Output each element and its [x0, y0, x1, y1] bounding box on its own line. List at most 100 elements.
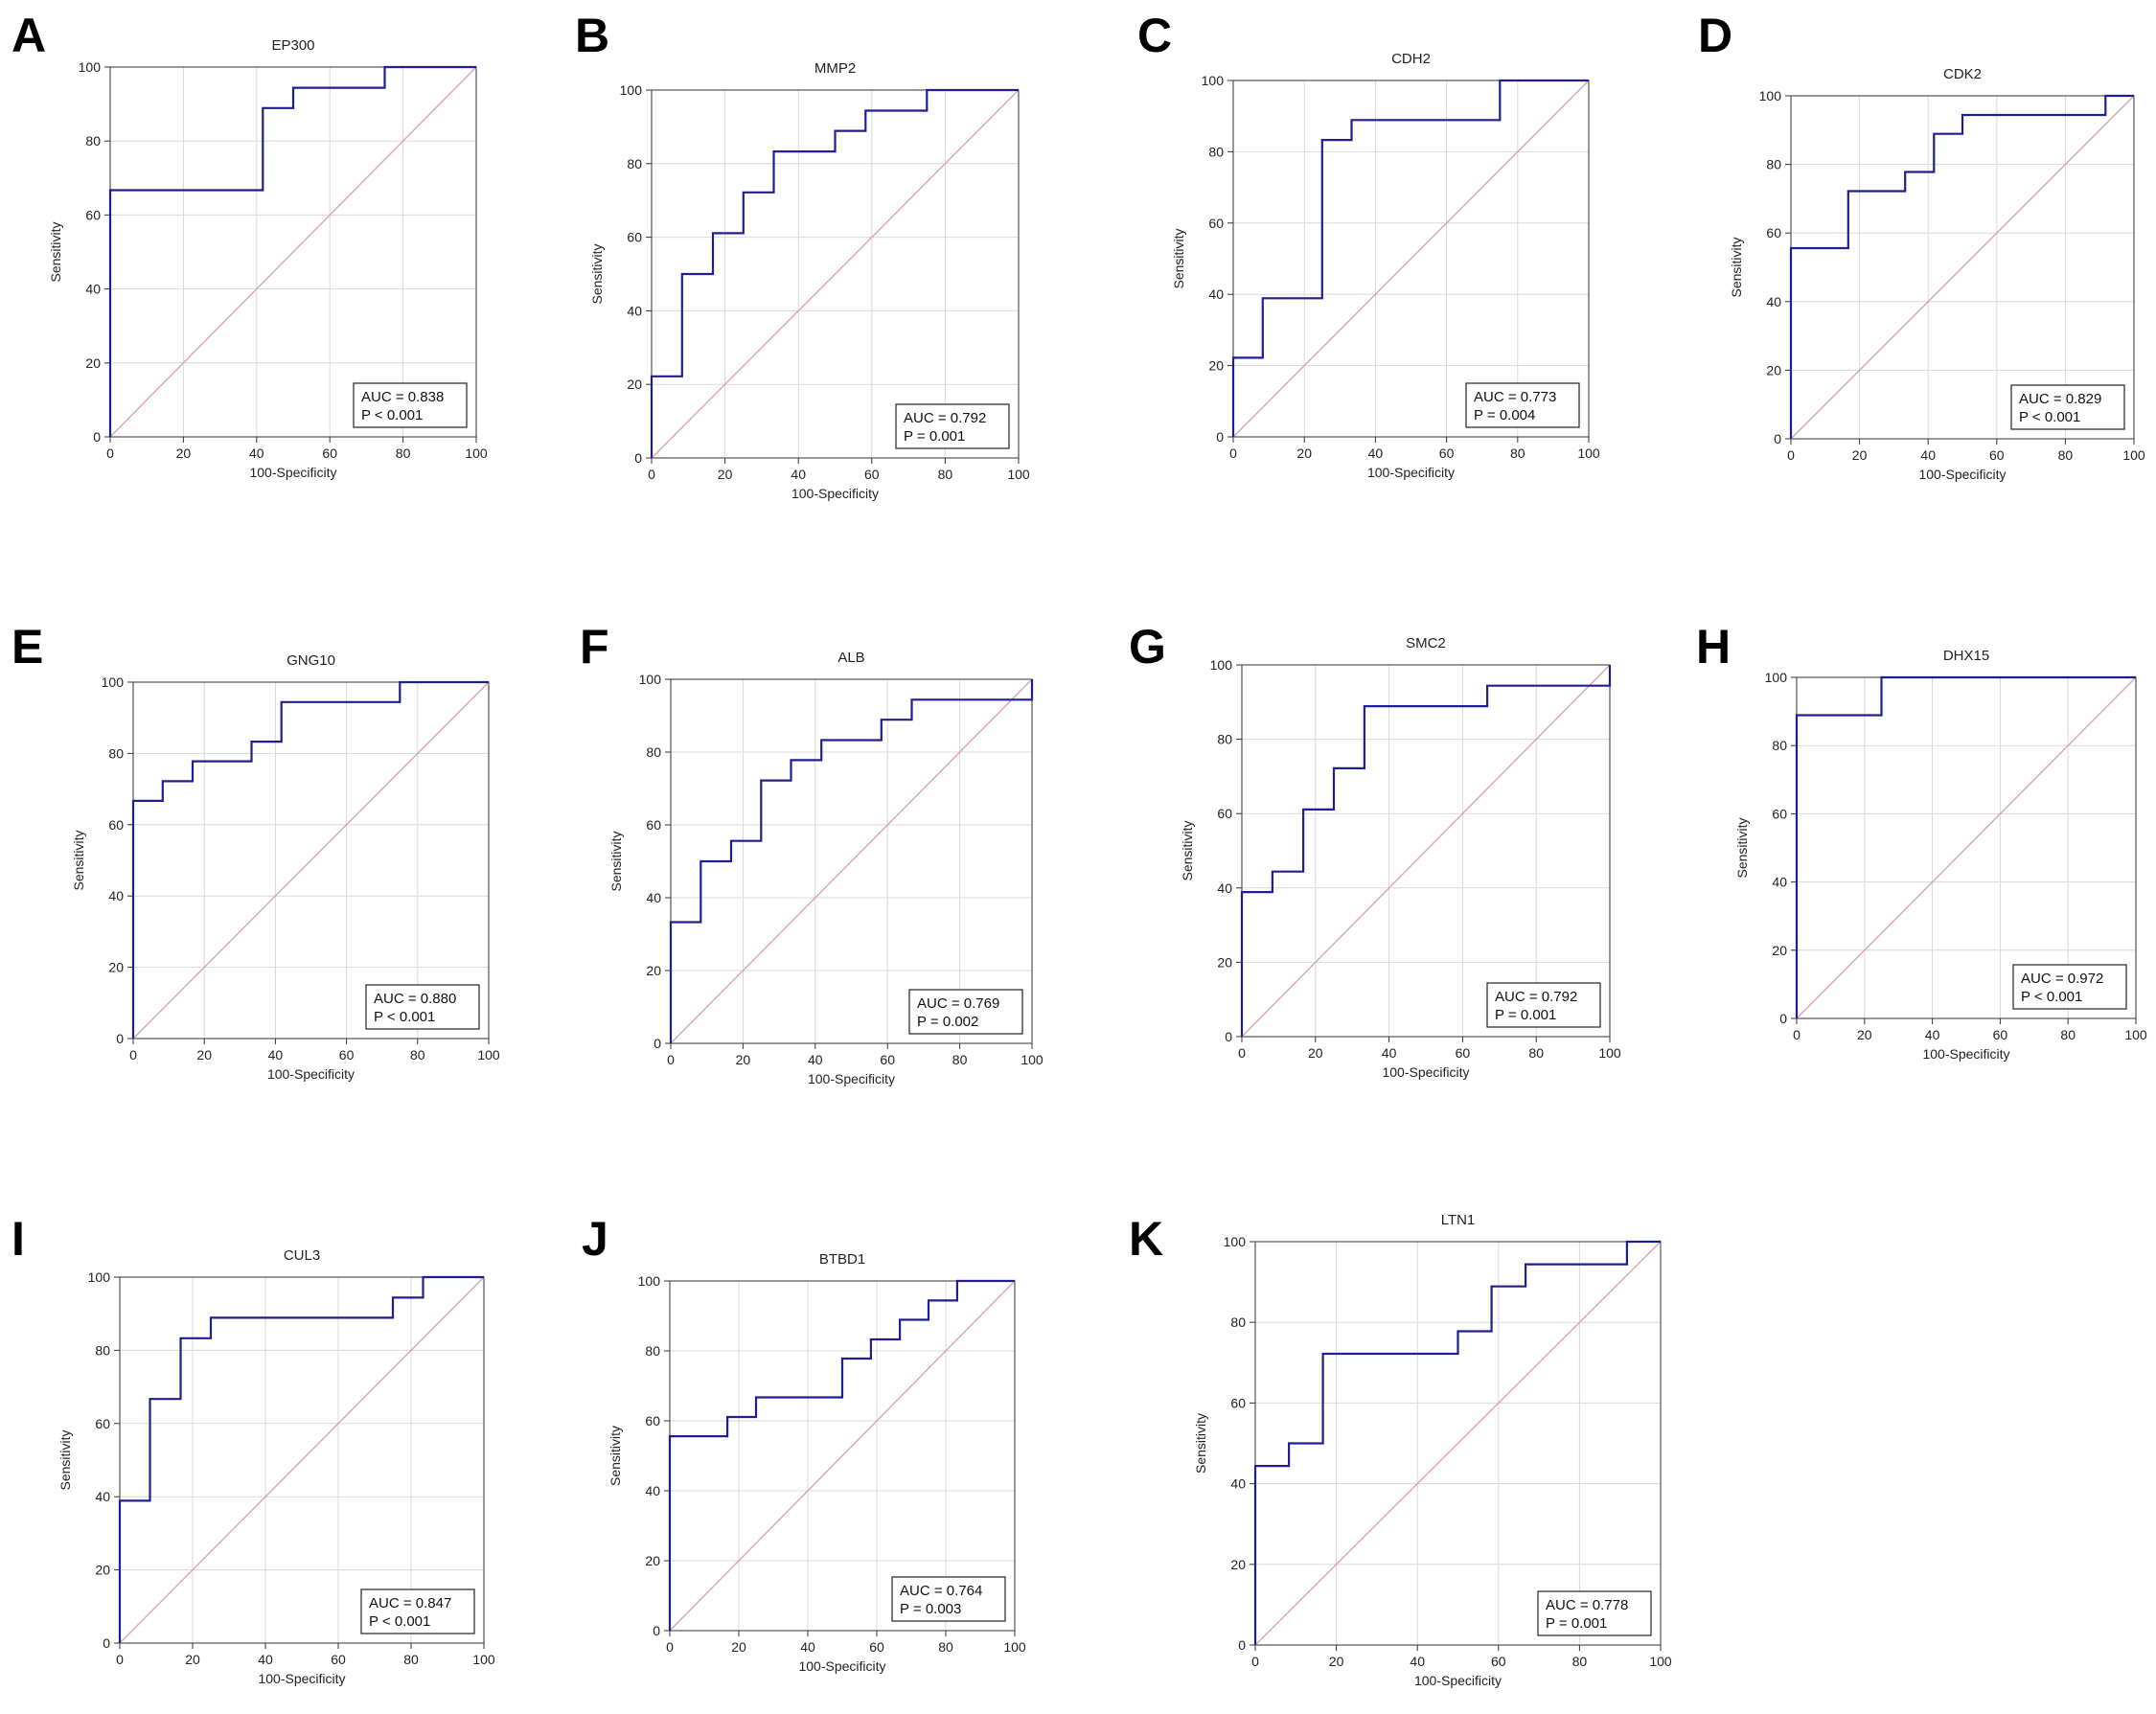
roc-chart-ltn1: 00 20 20 40 40 60 60 80 80 100 100 LTN1 100-Specific…: [1193, 1212, 1672, 1688]
roc-chart-btbd1: 00 20 20 40 40 60 60 80 80 100 100 BTBD1 100-Specifi…: [608, 1251, 1026, 1674]
reference-diagonal: [670, 678, 1033, 1044]
y-axis-label: Sensitivity: [589, 243, 605, 304]
y-tick-label: 100: [1224, 1234, 1247, 1249]
roc-chart-gng10: 00 20 20 40 40 60 60 80 80 100 100 GNG10 100-Specifi…: [71, 652, 500, 1082]
auc-box: [353, 382, 468, 428]
chart-title: BTBD1: [819, 1251, 865, 1268]
chart-title: CDH2: [1391, 51, 1431, 67]
y-tick-label: 40: [645, 1483, 660, 1498]
auc-label: AUC = 0.972: [2021, 971, 2103, 987]
auc-box: [365, 984, 480, 1030]
y-tick-label: 0: [653, 1623, 660, 1638]
plot-area: 00 20 20 40 40 60 60 80 80 100 100 BTBD1 100-Specifi…: [608, 1251, 1026, 1674]
x-tick-label: 100: [2124, 1027, 2147, 1042]
reference-diagonal: [1241, 664, 1611, 1038]
x-tick-label: 40: [258, 1652, 273, 1667]
reference-diagonal: [132, 681, 490, 1040]
y-tick-label: 100: [79, 59, 102, 75]
chart-title: LTN1: [1441, 1212, 1476, 1228]
auc-label: AUC = 0.880: [374, 991, 456, 1007]
y-tick-label: 60: [1217, 806, 1232, 821]
x-tick-label: 0: [106, 446, 114, 461]
roc-chart-alb: 00 20 20 40 40 60 60 80 80 100 100 ALB 100-Specifici…: [608, 650, 1044, 1086]
y-tick-label: 80: [1208, 144, 1224, 159]
reference-diagonal: [109, 66, 477, 438]
roc-curve: [650, 88, 1019, 458]
plot-area: 00 20 20 40 40 60 60 80 80 100 100 ALB 100-Specifici…: [608, 650, 1044, 1086]
y-tick-label: 0: [1774, 431, 1781, 446]
y-tick-label: 100: [1202, 73, 1225, 88]
x-tick-label: 80: [952, 1052, 968, 1067]
y-tick-label: 20: [1772, 943, 1787, 958]
y-tick-label: 20: [1208, 358, 1224, 374]
x-tick-label: 80: [1528, 1045, 1544, 1061]
y-tick-label: 100: [102, 674, 125, 690]
panel-letter-b: B: [575, 9, 610, 62]
x-tick-label: 0: [648, 467, 655, 482]
y-tick-label: 20: [646, 963, 661, 978]
y-tick-label: 100: [1210, 657, 1233, 673]
x-tick-label: 0: [1251, 1654, 1259, 1669]
chart-title: GNG10: [287, 652, 335, 669]
y-tick-label: 40: [627, 303, 642, 318]
y-tick-label: 40: [1217, 880, 1232, 896]
auc-label: AUC = 0.778: [1546, 1597, 1628, 1613]
plot-area: 00 20 20 40 40 60 60 80 80 100 100 CDK2 100-Specific…: [1729, 66, 2145, 482]
plot-area: 00 20 20 40 40 60 60 80 80 100 100 EP300 100-Specifi…: [48, 37, 488, 480]
y-tick-label: 60: [1208, 216, 1224, 231]
plot-frame: [651, 89, 1020, 459]
plot-area: 00 20 20 40 40 60 60 80 80 100 100 MMP2 100-Specific…: [589, 60, 1030, 501]
x-axis-label: 100-Specificity: [258, 1671, 345, 1686]
roc-chart-ep300: 00 20 20 40 40 60 60 80 80 100 100 EP300 100-Specifi…: [48, 37, 488, 480]
y-tick-label: 0: [1225, 1029, 1232, 1044]
y-tick-label: 40: [1772, 875, 1787, 890]
x-tick-label: 20: [718, 467, 733, 482]
x-tick-label: 100: [1003, 1639, 1026, 1655]
plot-area: 00 20 20 40 40 60 60 80 80 100 100 CDH2 100-Specific…: [1171, 51, 1600, 480]
x-tick-label: 100: [2122, 447, 2145, 463]
y-tick-label: 60: [108, 817, 124, 833]
roc-curve: [131, 680, 489, 1039]
panel-letter-d: D: [1698, 9, 1733, 62]
y-axis-label: Sensitivity: [608, 831, 624, 891]
x-tick-label: 20: [176, 446, 192, 461]
y-tick-label: 80: [108, 745, 124, 761]
auc-label: AUC = 0.769: [917, 995, 999, 1012]
roc-chart-mmp2: 00 20 20 40 40 60 60 80 80 100 100 MMP2 100-Specific…: [589, 60, 1030, 501]
x-tick-label: 60: [1456, 1045, 1471, 1061]
x-tick-label: 80: [2058, 447, 2074, 463]
reference-diagonal: [669, 1280, 1016, 1632]
y-tick-label: 60: [95, 1416, 110, 1431]
x-tick-label: 60: [1439, 446, 1455, 461]
x-tick-label: 20: [736, 1052, 751, 1067]
y-tick-label: 40: [85, 282, 101, 297]
y-tick-label: 60: [1766, 225, 1781, 240]
x-tick-label: 40: [800, 1639, 815, 1655]
auc-box: [895, 403, 1010, 449]
y-axis-label: Sensitivity: [1171, 228, 1186, 288]
reference-diagonal: [1254, 1241, 1662, 1646]
y-axis-label: Sensitivity: [71, 830, 86, 890]
panel-letter-g: G: [1129, 620, 1166, 674]
x-tick-label: 20: [196, 1047, 212, 1063]
auc-box: [1537, 1590, 1652, 1636]
y-tick-label: 100: [620, 82, 643, 98]
y-tick-label: 80: [95, 1342, 110, 1358]
y-tick-label: 60: [1230, 1395, 1246, 1410]
chart-title: DHX15: [1943, 648, 1989, 664]
x-axis-label: 100-Specificity: [798, 1658, 885, 1674]
auc-label: AUC = 0.838: [361, 389, 444, 405]
auc-box: [891, 1576, 1006, 1622]
y-tick-label: 40: [646, 890, 661, 905]
y-tick-label: 0: [1216, 429, 1224, 445]
plot-area: 00 20 20 40 40 60 60 80 80 100 100 CUL3 100-Specific…: [57, 1247, 495, 1686]
x-tick-label: 0: [1787, 447, 1795, 463]
x-tick-label: 40: [1410, 1654, 1425, 1669]
auc-label: AUC = 0.773: [1474, 389, 1556, 405]
roc-curve: [1795, 675, 2136, 1018]
x-tick-label: 0: [1793, 1027, 1800, 1042]
x-tick-label: 0: [129, 1047, 137, 1063]
x-tick-label: 20: [1329, 1654, 1344, 1669]
x-tick-label: 100: [1598, 1045, 1621, 1061]
